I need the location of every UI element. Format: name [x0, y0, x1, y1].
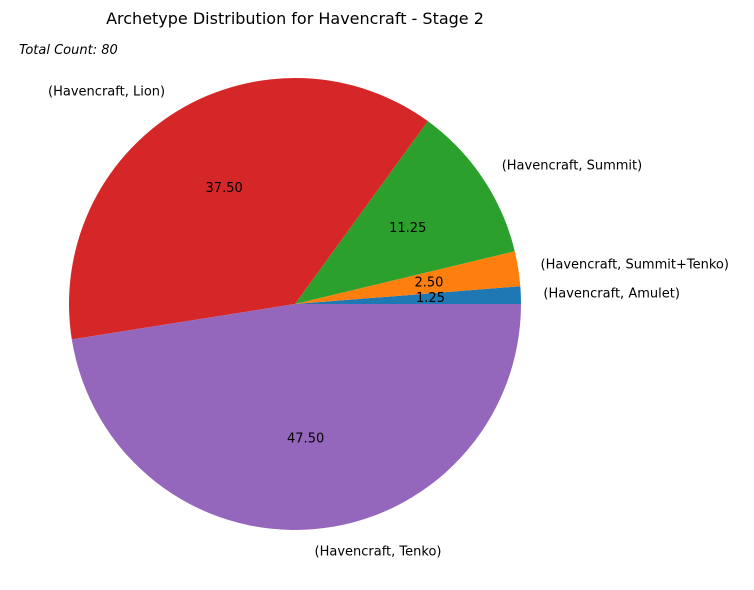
total-count-annotation: Total Count: 80	[19, 43, 118, 58]
slice-percent-label: 47.50	[287, 432, 324, 447]
slice-labels: (Havencraft, Amulet) (Havencraft, Summit+…	[48, 85, 729, 560]
chart-title: Archetype Distribution for Havencraft - …	[106, 9, 484, 28]
pie-slice	[295, 251, 521, 304]
pie-slice	[71, 304, 521, 531]
slice-label: (Havencraft, Summit+Tenko)	[541, 258, 729, 273]
pie-slices	[68, 77, 521, 531]
slice-label: (Havencraft, Tenko)	[315, 544, 442, 559]
slice-label: (Havencraft, Summit)	[502, 158, 643, 173]
pie-slice	[295, 121, 515, 304]
slice-percent-label: 37.50	[206, 181, 243, 196]
slice-percent-label: 11.25	[389, 221, 426, 236]
pie-slice	[68, 77, 428, 340]
pie-slice	[295, 286, 521, 304]
slice-label: (Havencraft, Lion)	[48, 85, 165, 100]
slice-percent-label: 2.50	[414, 275, 443, 290]
slice-label: (Havencraft, Amulet)	[543, 287, 680, 302]
slice-percent-labels: 1.252.50 11.25 37.50 47.50	[206, 181, 445, 447]
slice-percent-label: 1.25	[416, 291, 445, 306]
